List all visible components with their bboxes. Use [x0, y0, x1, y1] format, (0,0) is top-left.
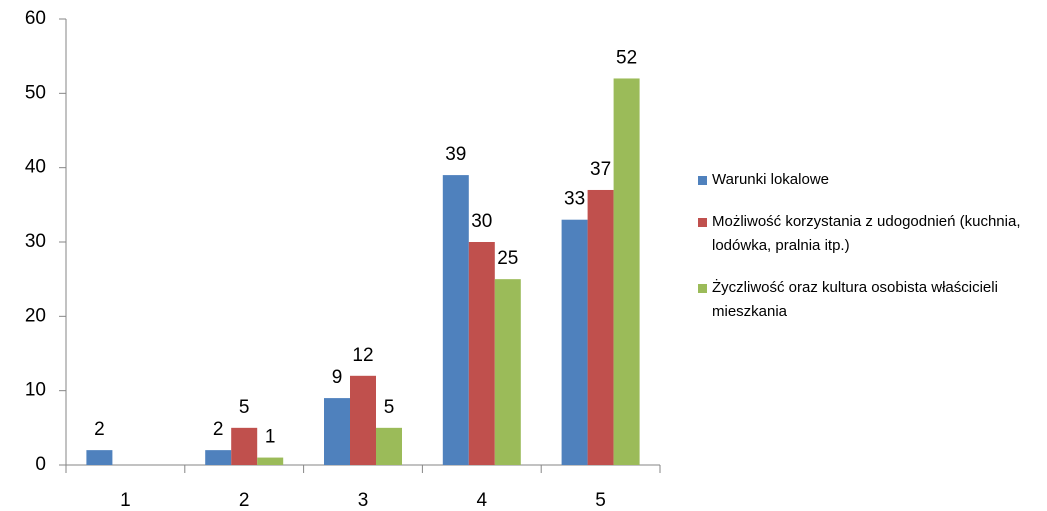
y-tick-label: 40: [25, 157, 46, 178]
y-tick-label: 50: [25, 82, 46, 103]
legend-label: Życzliwość oraz kultura osobista właścic…: [712, 279, 998, 320]
data-label: 39: [445, 144, 466, 165]
bar: [257, 457, 284, 465]
data-label: 52: [616, 47, 637, 68]
x-tick-label: 5: [595, 490, 606, 511]
data-label: 1: [265, 427, 276, 448]
data-label: 2: [94, 419, 105, 440]
x-tick-label: 3: [358, 490, 369, 511]
data-label: 25: [497, 248, 518, 269]
legend-swatch: [698, 176, 707, 185]
bar: [613, 78, 640, 465]
data-label: 33: [564, 189, 585, 210]
bar: [442, 175, 469, 465]
data-label: 5: [384, 397, 395, 418]
legend-entry: Warunki lokalowe: [698, 168, 1043, 192]
bar: [494, 279, 521, 465]
legend-swatch: [698, 284, 707, 293]
data-label: 9: [332, 367, 343, 388]
data-label: 2: [213, 419, 224, 440]
legend-entry: Życzliwość oraz kultura osobista właścic…: [698, 276, 1043, 324]
data-label: 5: [239, 397, 250, 418]
bar: [376, 427, 402, 465]
bar: [86, 450, 113, 465]
data-label: 37: [590, 159, 611, 180]
bar: [468, 242, 495, 465]
y-tick-label: 30: [25, 231, 46, 252]
legend-entry: Możliwość korzystania z udogodnień (kuch…: [698, 210, 1043, 258]
y-tick-label: 10: [25, 380, 46, 401]
bar: [561, 219, 588, 465]
y-tick-label: 20: [25, 305, 46, 326]
y-tick-label: 60: [25, 8, 46, 29]
legend-label: Warunki lokalowe: [712, 171, 829, 188]
data-label: 30: [471, 211, 492, 232]
bar: [350, 375, 376, 465]
bar: [324, 398, 350, 465]
bar: [231, 427, 258, 465]
legend: Warunki lokalowe Możliwość korzystania z …: [698, 168, 1043, 342]
x-tick-label: 2: [239, 490, 250, 511]
legend-swatch: [698, 218, 707, 227]
data-label: 12: [352, 345, 373, 366]
x-tick-label: 4: [477, 490, 488, 511]
x-tick-label: 1: [120, 490, 131, 511]
y-tick-label: 0: [35, 454, 46, 475]
bar: [587, 189, 614, 465]
legend-label: Możliwość korzystania z udogodnień (kuch…: [712, 213, 1021, 254]
bar: [205, 450, 232, 465]
